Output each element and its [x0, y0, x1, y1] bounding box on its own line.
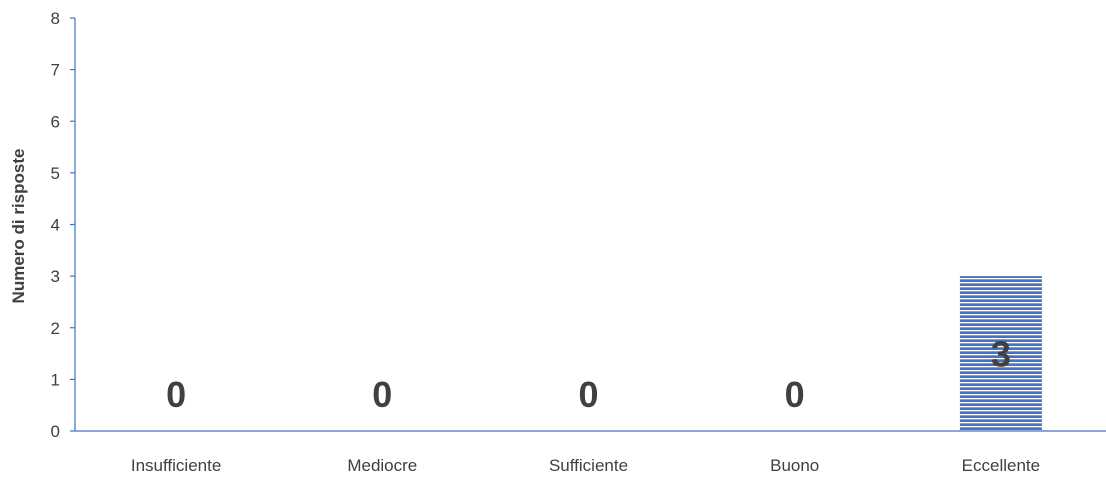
bars	[959, 276, 1042, 431]
y-tick-label: 2	[51, 319, 60, 338]
y-tick-label: 1	[51, 370, 60, 389]
data-label: 3	[991, 334, 1011, 375]
y-tick-label: 4	[51, 216, 60, 235]
y-tick-label: 6	[51, 112, 60, 131]
x-tick-label: Eccellente	[962, 456, 1040, 475]
y-tick-label: 5	[51, 164, 60, 183]
y-tick-label: 3	[51, 267, 60, 286]
x-tick-label: Sufficiente	[549, 456, 628, 475]
y-axis-ticks: 0 1 2 3 4 5 6 7 8	[51, 9, 75, 441]
x-tick-label: Buono	[770, 456, 819, 475]
y-tick-label: 7	[51, 61, 60, 80]
x-tick-label: Mediocre	[347, 456, 417, 475]
data-labels: 0 0 0 0 3	[166, 334, 1011, 415]
x-tick-label: Insufficiente	[131, 456, 221, 475]
data-label: 0	[372, 374, 392, 415]
data-label: 0	[166, 374, 186, 415]
bar-eccellente	[959, 276, 1042, 431]
data-label: 0	[785, 374, 805, 415]
y-axis-title: Numero di risposte	[9, 149, 28, 304]
data-label: 0	[578, 374, 598, 415]
y-tick-label: 0	[51, 422, 60, 441]
x-axis-labels: Insufficiente Mediocre Sufficiente Buono Ecc…	[131, 456, 1040, 475]
y-tick-label: 8	[51, 9, 60, 28]
